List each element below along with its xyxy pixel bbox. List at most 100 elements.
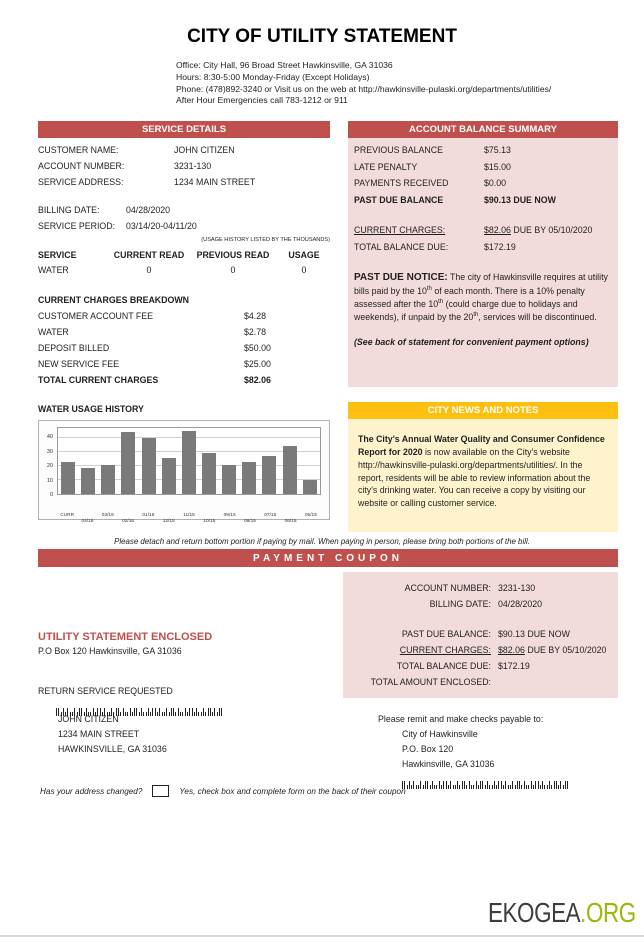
service-details-header: SERVICE DETAILS [38, 121, 330, 139]
coupon-past-due-label: PAST DUE BALANCE: [401, 629, 491, 640]
logo-text: EKOGEA [488, 897, 581, 928]
charge-row: CUSTOMER ACCOUNT FEE $4.28 [38, 308, 330, 324]
service-period-label: SERVICE PERIOD: [38, 221, 116, 232]
coupon-account-number-value: 3231-130 [498, 583, 536, 594]
enclosed-address: P.O Box 120 Hawkinsville, GA 31036 [38, 646, 182, 657]
remit-to-city: Hawkinsville, GA 31036 [402, 759, 495, 770]
previous-balance-label: PREVIOUS BALANCE [354, 145, 443, 156]
service-address-label: SERVICE ADDRESS: [38, 177, 124, 188]
coupon-billing-date-value: 04/28/2020 [498, 599, 543, 610]
past-due-balance-value: $90.13 DUE NOW [484, 194, 556, 205]
charge-label: WATER [38, 327, 69, 338]
late-penalty-value: $15.00 [484, 161, 511, 172]
coupon-summary-box: ACCOUNT NUMBER: 3231-130 BILLING DATE: 0… [343, 572, 618, 699]
coupon-current-charges-label: CURRENT CHARGES: [399, 645, 491, 656]
billing-date-row: BILLING DATE: 04/28/2020 [38, 202, 330, 218]
main-columns: SERVICE DETAILS CUSTOMER NAME: JOHN CITI… [38, 121, 618, 533]
current-charges-amount: $82.06 [484, 225, 511, 236]
billing-date-value: 04/28/2020 [126, 205, 171, 216]
coupon-past-due-row: PAST DUE BALANCE: $90.13 DUE NOW [353, 626, 608, 642]
mailing-address: JOHN CITIZEN 1234 MAIN STREET HAWKINSVIL… [58, 712, 224, 757]
coupon-current-charges-due-by: DUE BY 05/10/2020 [524, 645, 607, 656]
service-period-value: 03/14/20-04/11/20 [126, 221, 197, 232]
postnet-barcode [56, 701, 224, 717]
logo-suffix: .ORG [580, 897, 636, 928]
payment-coupon-header: PAYMENT COUPON [38, 549, 618, 568]
remit-block: Please remit and make checks payable to:… [378, 712, 570, 790]
coupon-past-due-value: $90.13 DUE NOW [498, 629, 570, 640]
meter-col-service: SERVICE [38, 250, 77, 261]
utility-statement-enclosed-block: UTILITY STATEMENT ENCLOSED P.O Box 120 H… [38, 631, 212, 656]
charge-row: DEPOSIT BILLED $50.00 [38, 340, 330, 356]
meter-water-usage: 0 [301, 265, 307, 276]
current-charges-due-by: DUE BY 05/10/2020 [510, 225, 593, 236]
page-title: CITY OF UTILITY STATEMENT [187, 26, 457, 47]
coupon-account-number-label: ACCOUNT NUMBER: [404, 583, 491, 594]
coupon-current-charges-amount: $82.06 [498, 645, 525, 656]
charge-label: NEW SERVICE FEE [38, 359, 119, 370]
account-number-row: ACCOUNT NUMBER: 3231-130 [38, 158, 330, 174]
coupon-account-number-row: ACCOUNT NUMBER: 3231-130 [353, 580, 608, 596]
remit-note: Please remit and make checks payable to: [378, 714, 544, 725]
charge-value: $50.00 [244, 343, 271, 354]
charges-total-label: TOTAL CURRENT CHARGES [38, 375, 159, 386]
office-hours-line: Hours: 8:30-5:00 Monday-Friday (Except H… [176, 71, 370, 82]
service-address-row: SERVICE ADDRESS: 1234 MAIN STREET [38, 174, 330, 190]
meter-water-service: WATER [38, 265, 69, 276]
previous-balance-row: PREVIOUS BALANCE $75.13 [354, 142, 612, 159]
meter-col-current-read: CURRENT READ [113, 250, 185, 261]
service-details-section: SERVICE DETAILS CUSTOMER NAME: JOHN CITI… [38, 121, 330, 525]
total-balance-due-label: TOTAL BALANCE DUE: [354, 241, 449, 252]
account-number-label: ACCOUNT NUMBER: [38, 161, 125, 172]
usage-chart-plot [57, 427, 321, 496]
charges-breakdown-title: CURRENT CHARGES BREAKDOWN [38, 295, 190, 306]
usage-chart-xlabels: CURR 04/16 03/16 02/16 01/16 12/15 11/15 10/15 0… [60, 513, 317, 525]
coupon-total-balance-label: TOTAL BALANCE DUE: [396, 661, 491, 672]
coupon-total-balance-value: $172.19 [498, 661, 530, 672]
customer-name-value: JOHN CITIZEN [174, 145, 235, 156]
account-balance-section: ACCOUNT BALANCE SUMMARY PREVIOUS BALANCE… [348, 121, 618, 533]
return-service-block: RETURN SERVICE REQUESTED JOHN CITIZEN 12… [38, 684, 224, 757]
address-changed-note: Yes, check box and complete form on the … [179, 786, 406, 796]
total-balance-due-row: TOTAL BALANCE DUE: $172.19 [354, 239, 612, 256]
meter-table-header: SERVICE CURRENT READ PREVIOUS READ USAGE [38, 248, 330, 263]
city-news-header: CITY NEWS AND NOTES [348, 402, 618, 420]
return-service-label: RETURN SERVICE REQUESTED [38, 686, 173, 697]
late-penalty-label: LATE PENALTY [354, 161, 418, 172]
address-changed-question: Has your address changed? [40, 786, 143, 796]
mail-to-street: 1234 MAIN STREET [58, 729, 140, 740]
see-back-note: (See back of statement for convenient pa… [354, 337, 589, 348]
mail-to-name: JOHN CITIZEN [58, 714, 119, 725]
usage-history-note: (USAGE HISTORY LISTED BY THE THOUSANDS) [201, 237, 330, 244]
charge-label: DEPOSIT BILLED [38, 343, 110, 354]
footer-divider [0, 935, 644, 937]
late-penalty-row: LATE PENALTY $15.00 [354, 159, 612, 176]
coupon-current-charges-row: CURRENT CHARGES: $82.06 DUE BY 05/10/202… [353, 642, 608, 658]
office-info: Office: City Hall, 96 Broad Street Hawki… [176, 60, 644, 107]
postnet-barcode [402, 774, 570, 790]
charge-value: $4.28 [244, 311, 267, 322]
mail-to-city: HAWKINSVILLE, GA 31036 [58, 744, 167, 755]
account-number-value: 3231-130 [174, 161, 212, 172]
customer-name-row: CUSTOMER NAME: JOHN CITIZEN [38, 142, 330, 158]
payments-received-value: $0.00 [484, 178, 507, 189]
charge-label: CUSTOMER ACCOUNT FEE [38, 311, 154, 322]
total-balance-due-value: $172.19 [484, 241, 516, 252]
account-balance-box: PREVIOUS BALANCE $75.13 LATE PENALTY $15… [348, 138, 618, 388]
previous-balance-value: $75.13 [484, 145, 511, 156]
coupon-amount-enclosed-label: TOTAL AMOUNT ENCLOSED: [370, 677, 491, 688]
charge-row: WATER $2.78 [38, 324, 330, 340]
charge-value: $25.00 [244, 359, 271, 370]
address-changed-checkbox[interactable] [152, 785, 170, 798]
coupon-billing-date-label: BILLING DATE: [429, 599, 491, 610]
meter-table-row-water: WATER 0 0 0 [38, 263, 330, 278]
address-changed-row: Has your address changed? Yes, check box… [40, 785, 406, 798]
payments-received-row: PAYMENTS RECEIVED $0.00 [354, 175, 612, 192]
usage-chart-title: WATER USAGE HISTORY [38, 404, 144, 415]
detach-note: Please detach and return bottom portion … [114, 537, 530, 547]
charges-total-row: TOTAL CURRENT CHARGES $82.06 [38, 372, 330, 388]
office-phone-line: Phone: (478)892-3240 or Visit us on the … [176, 83, 552, 94]
city-news-body: is now available on the City's website h… [358, 446, 591, 509]
meter-water-current: 0 [146, 265, 152, 276]
past-due-balance-row: PAST DUE BALANCE $90.13 DUE NOW [354, 192, 612, 209]
